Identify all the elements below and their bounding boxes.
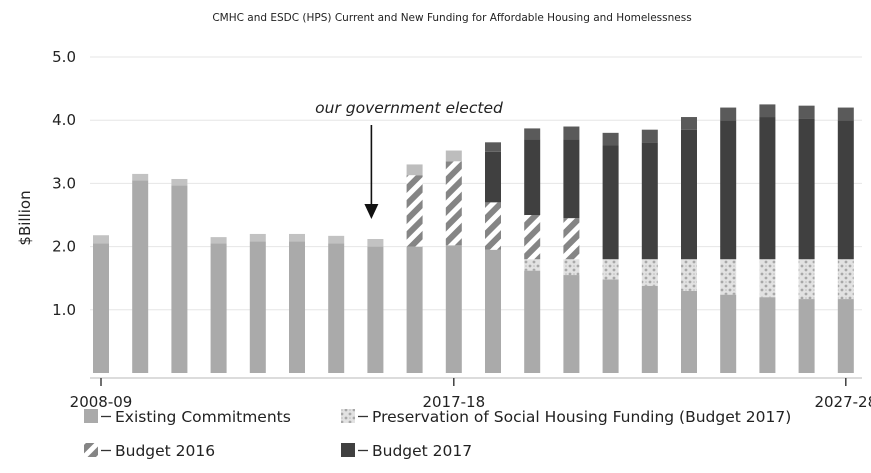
gridlines <box>90 56 862 311</box>
bar-segment-top <box>485 142 501 152</box>
bar-segment-preservation <box>563 259 580 276</box>
bar-segment-budget2016 <box>524 215 541 260</box>
bar-segment-preservation <box>720 259 737 295</box>
annotation: our government elected <box>315 99 503 219</box>
bar-segment-top <box>641 129 658 143</box>
annotation-arrow-head <box>364 204 379 219</box>
bar-segment-preservation <box>681 259 697 291</box>
bar-segment-existing <box>328 243 345 373</box>
legend-label-budget2017: Budget 2017 <box>372 442 472 460</box>
legend-swatch-budget2016 <box>84 443 98 457</box>
legend-swatch-budget2017 <box>341 443 355 457</box>
bar-segment-top <box>367 239 384 247</box>
legend-swatch-preservation <box>341 409 355 423</box>
x-tick-label: 2017-18 <box>422 393 485 411</box>
y-tick-label: 4.0 <box>52 111 76 129</box>
bar-segment-existing <box>485 249 501 373</box>
bar-segment-budget2017 <box>759 117 776 260</box>
legend-label-existing: Existing Commitments <box>115 408 291 426</box>
bar-segment-top <box>132 173 149 181</box>
bar-segment-budget2016 <box>445 161 462 246</box>
bar-segment-top <box>563 126 580 140</box>
bar-segment-budget2017 <box>681 129 697 260</box>
bar-segment-budget2017 <box>798 118 815 260</box>
bar-segment-existing <box>563 275 580 373</box>
bar-segment-budget2017 <box>602 145 619 260</box>
bar-segment-top <box>93 235 109 244</box>
bar-segment-top <box>720 107 737 121</box>
bar-segment-preservation <box>602 259 619 280</box>
bar-segment-budget2017 <box>563 139 580 219</box>
y-tick-label: 1.0 <box>52 301 76 319</box>
bar-segment-existing <box>720 294 737 373</box>
chart-title: CMHC and ESDC (HPS) Current and New Fund… <box>212 12 691 24</box>
bar-segment-existing <box>210 243 227 373</box>
y-tick-label: 3.0 <box>52 174 76 192</box>
bar-segment-budget2017 <box>485 151 501 203</box>
bar-segment-budget2016 <box>563 218 580 260</box>
y-tick-label: 5.0 <box>52 48 76 66</box>
bar-segment-preservation <box>837 259 854 300</box>
bar-segment-preservation <box>798 259 815 300</box>
x-axis-ticks: 2008-09 2017-18 2027-28 <box>70 378 871 411</box>
bar-segment-budget2017 <box>524 139 541 215</box>
bar-segment-top <box>210 237 227 244</box>
legend: Existing Commitments Preservation of Soci… <box>84 408 791 460</box>
legend-label-budget2016: Budget 2016 <box>115 442 215 460</box>
bar-segment-existing <box>171 185 188 373</box>
bar-segment-preservation <box>524 259 541 271</box>
bar-segment-existing <box>641 285 658 373</box>
bar-segment-existing <box>602 279 619 373</box>
bar-segment-existing <box>249 241 266 373</box>
bar-segment-top <box>249 233 266 242</box>
x-tick-label: 2008-09 <box>70 393 133 411</box>
y-axis-ticks: 1.0 2.0 3.0 4.0 5.0 <box>52 48 76 319</box>
legend-swatch-existing <box>84 409 98 423</box>
bar-segment-existing <box>445 245 462 373</box>
y-axis-label: $Billion <box>16 190 34 245</box>
bar-segment-existing <box>367 246 384 373</box>
y-tick-label: 2.0 <box>52 238 76 256</box>
bar-segment-existing <box>798 299 815 373</box>
bar-segment-top <box>798 105 815 119</box>
bar-segment-existing <box>837 299 854 373</box>
bar-segment-existing <box>681 290 697 373</box>
bar-segment-top <box>171 178 188 186</box>
annotation-text: our government elected <box>315 99 503 117</box>
legend-label-preservation: Preservation of Social Housing Funding (… <box>372 408 791 426</box>
bar-segment-existing <box>406 246 423 373</box>
bar-segment-preservation <box>641 259 658 286</box>
bar-segment-top <box>681 117 697 130</box>
x-tick-label: 2027-28 <box>814 393 871 411</box>
bar-segment-top <box>406 164 423 176</box>
bar-segment-existing <box>93 243 109 373</box>
bar-segment-existing <box>524 270 541 373</box>
bar-segment-top <box>445 150 462 162</box>
bar-segment-budget2016 <box>406 175 423 247</box>
bar-segment-top <box>524 128 541 140</box>
bar-segment-budget2017 <box>641 142 658 260</box>
bar-segment-existing <box>759 297 776 373</box>
bar-segment-existing <box>132 180 149 373</box>
bar-segment-top <box>759 104 776 118</box>
bar-segment-top <box>837 107 854 121</box>
bar-segment-budget2016 <box>485 202 501 250</box>
bar-segment-existing <box>289 241 305 373</box>
bar-segment-top <box>328 235 345 244</box>
bar-segment-budget2017 <box>720 120 737 260</box>
bar-segment-preservation <box>759 259 776 298</box>
bar-segment-top <box>602 132 619 146</box>
bar-segment-top <box>289 233 305 242</box>
bar-segment-budget2017 <box>837 120 854 260</box>
bars <box>93 104 854 373</box>
